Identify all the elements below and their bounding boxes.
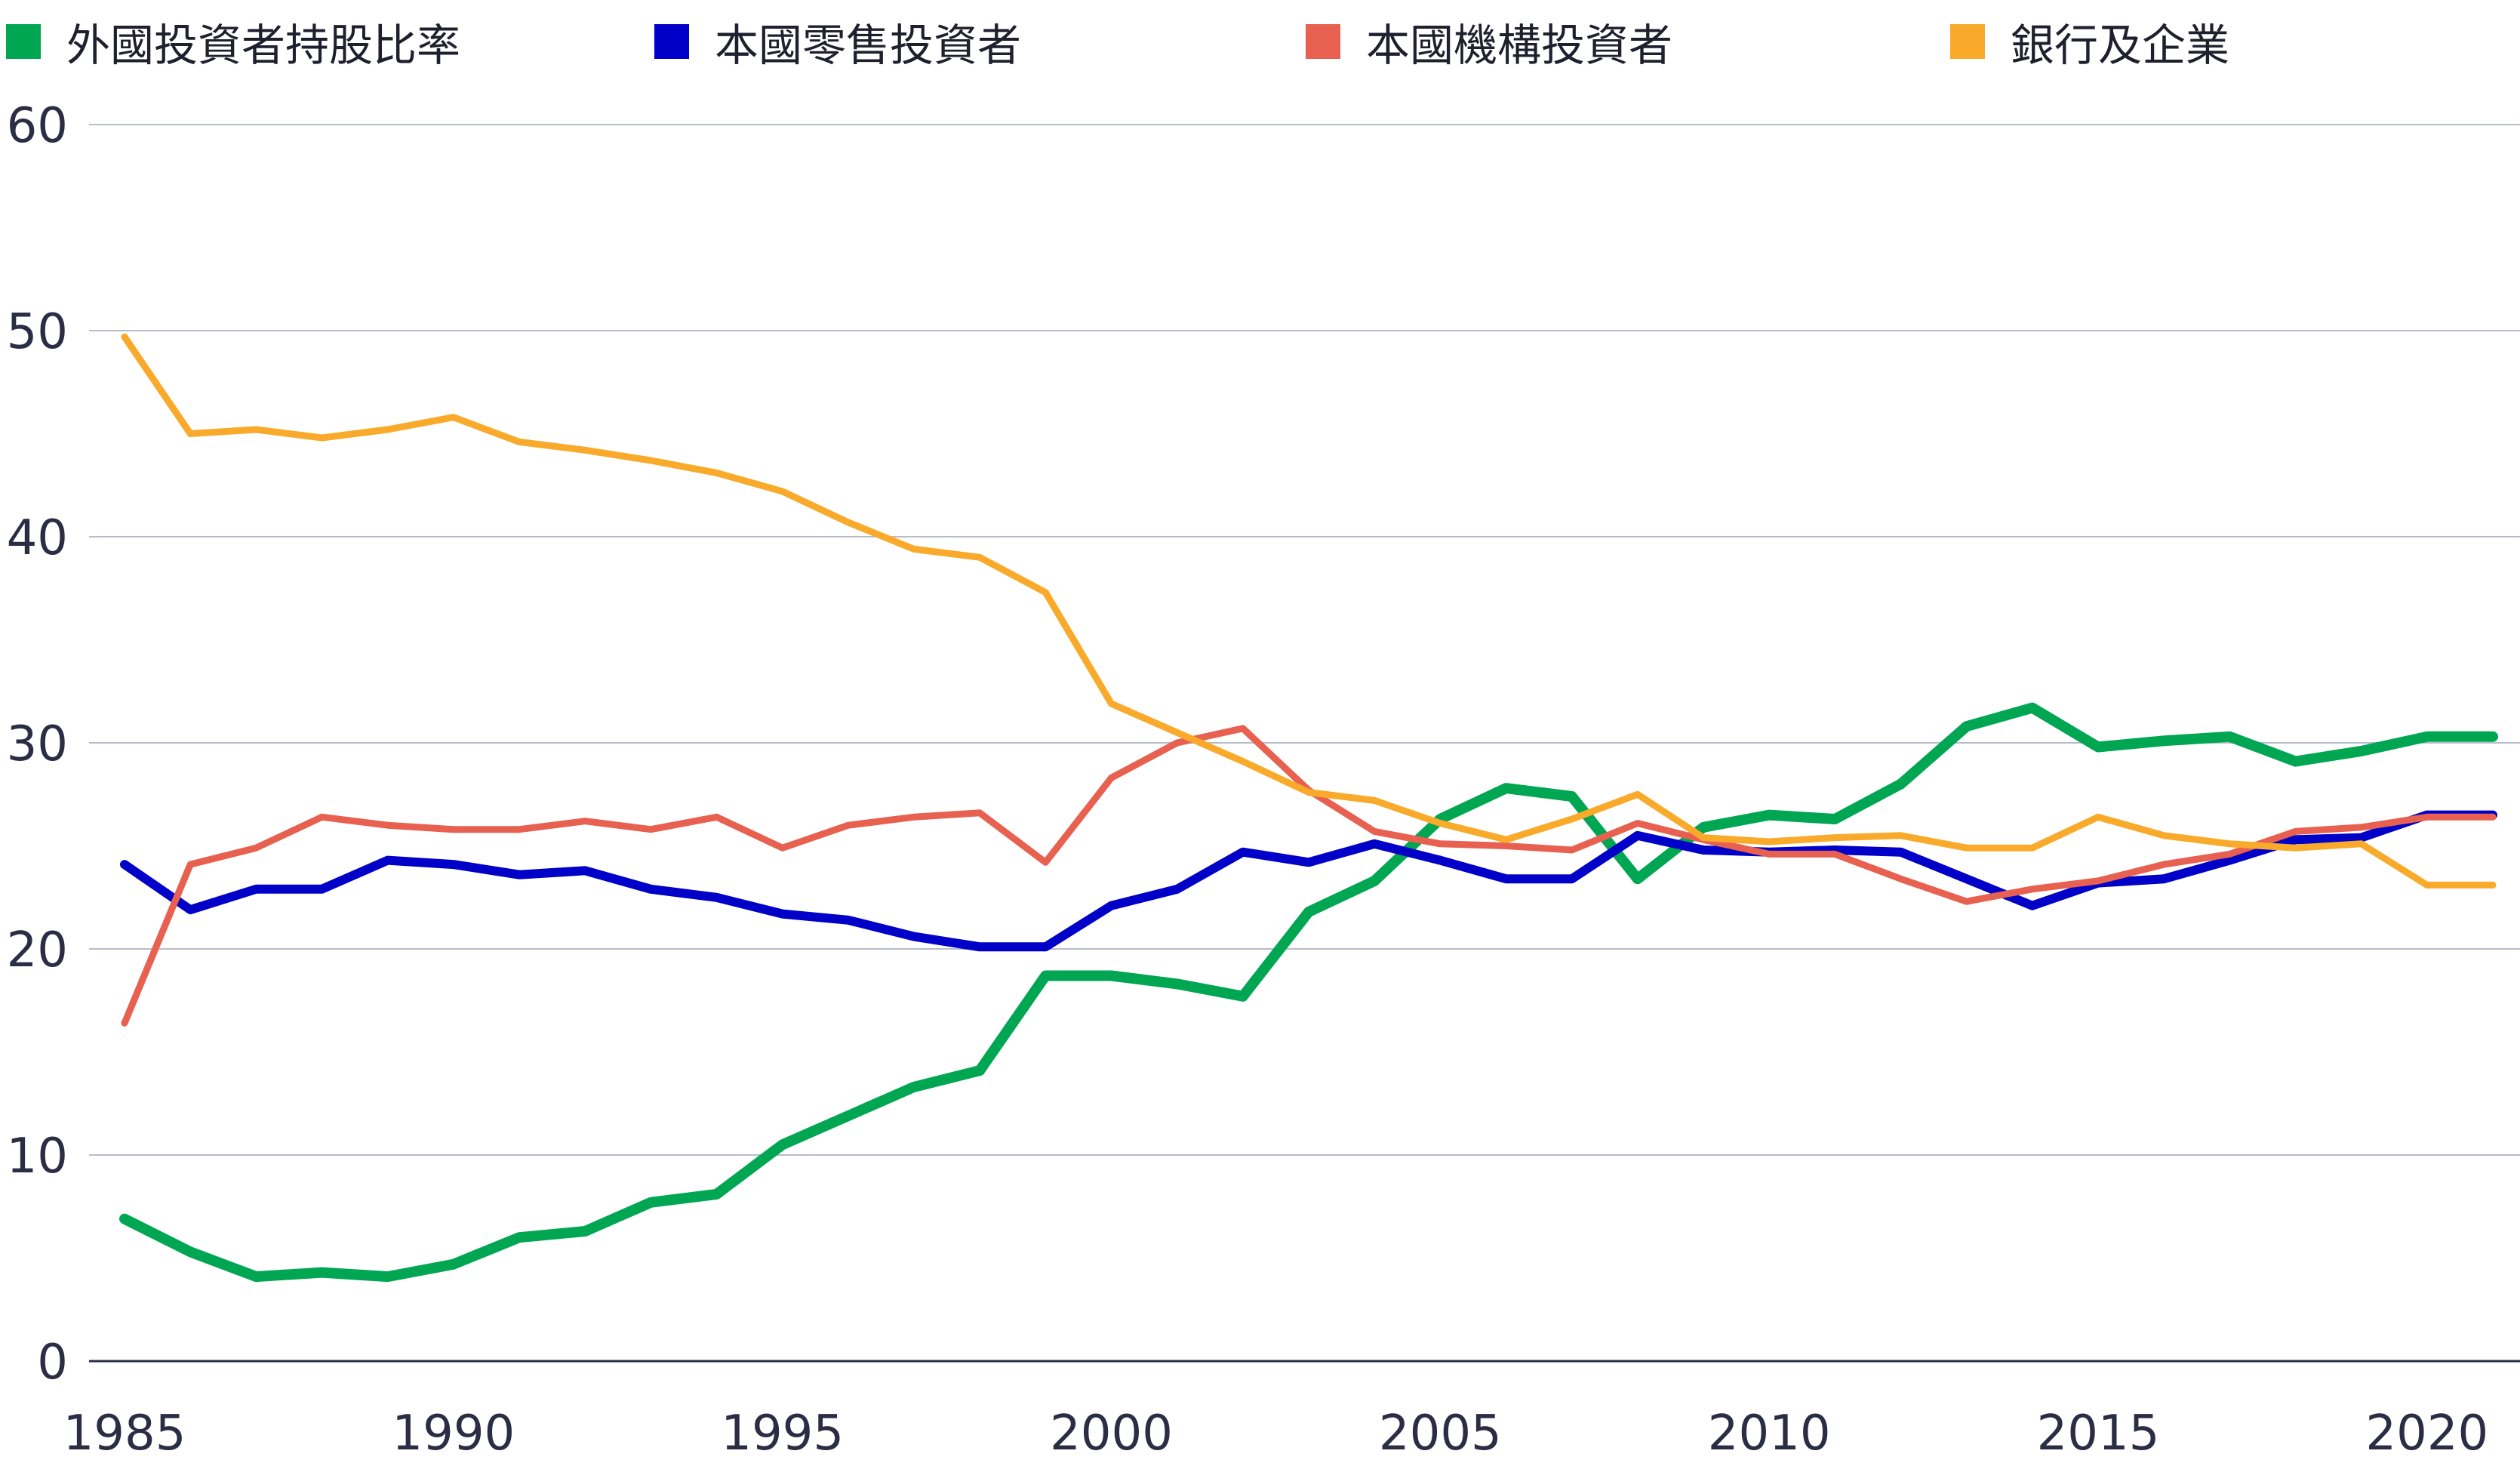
y-axis-ticks: 0 10 20 30 40 50 60 — [7, 98, 68, 1391]
y-tick-label: 40 — [7, 510, 68, 566]
x-tick-label: 2010 — [1708, 1406, 1831, 1460]
x-tick-label: 1985 — [63, 1406, 186, 1460]
y-tick-label: 20 — [7, 923, 68, 978]
x-tick-label: 2015 — [2037, 1406, 2160, 1460]
y-tick-label: 10 — [7, 1129, 68, 1184]
x-tick-label: 1995 — [721, 1406, 844, 1460]
legend-item-foreign-investors: 外國投資者持股比率 — [6, 17, 460, 71]
legend-label-domestic-institutional: 本國機構投資者 — [1366, 20, 1673, 71]
legend-label-domestic-retail: 本國零售投資者 — [715, 20, 1022, 71]
x-tick-label: 2020 — [2365, 1406, 2488, 1460]
chart-legend: 外國投資者持股比率 本國零售投資者 本國機構投資者 銀行及企業 — [0, 0, 2520, 83]
y-tick-label: 50 — [7, 304, 68, 360]
x-tick-label: 2005 — [1379, 1406, 1502, 1460]
x-axis-ticks: 1985 1990 1995 2000 2005 2010 2015 2020 — [63, 1406, 2489, 1460]
legend-item-domestic-institutional: 本國機構投資者 — [1306, 17, 1672, 71]
gridlines — [89, 124, 2520, 1363]
series-lines — [119, 333, 2498, 1283]
y-tick-label: 0 — [37, 1335, 68, 1391]
legend-swatch-domestic-retail — [654, 24, 689, 59]
y-tick-label: 60 — [7, 98, 68, 154]
legend-item-domestic-retail: 本國零售投資者 — [654, 17, 1021, 71]
legend-item-banks-corporates: 銀行及企業 — [1950, 17, 2229, 71]
legend-label-foreign-investors: 外國投資者持股比率 — [66, 20, 461, 71]
series-line-domestic-institutional — [121, 725, 2497, 1027]
legend-swatch-banks-corporates — [1950, 24, 1985, 59]
y-tick-label: 30 — [7, 716, 68, 772]
legend-label-banks-corporates: 銀行及企業 — [2011, 20, 2230, 71]
legend-swatch-domestic-institutional — [1306, 24, 1340, 59]
series-line-banks-corporates — [121, 333, 2497, 889]
series-line-domestic-retail — [120, 810, 2497, 952]
x-tick-label: 2000 — [1050, 1406, 1173, 1460]
series-line-foreign-investors — [119, 702, 2498, 1283]
legend-swatch-foreign-investors — [6, 24, 41, 59]
x-tick-label: 1990 — [392, 1406, 515, 1460]
